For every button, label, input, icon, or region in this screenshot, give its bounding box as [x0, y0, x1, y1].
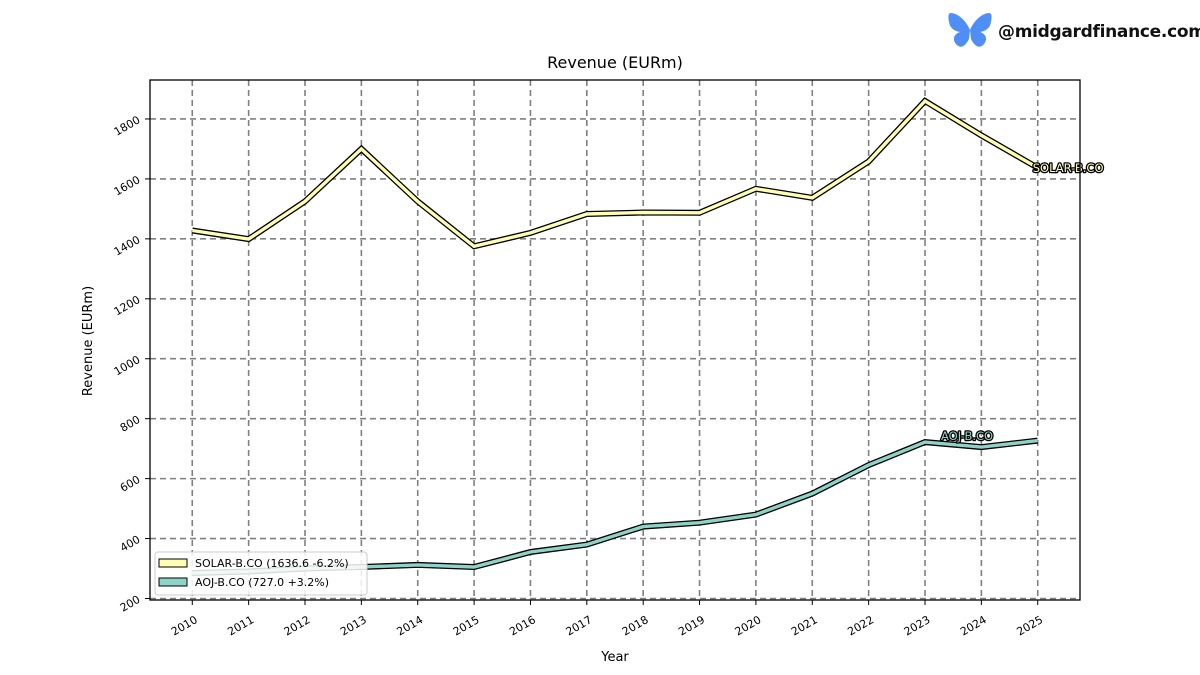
- series-layer: [191, 97, 1040, 576]
- x-tick-label: 2015: [451, 613, 482, 638]
- y-tick-label: 200: [118, 593, 143, 615]
- x-tick-label: 2012: [282, 613, 313, 638]
- y-tick-label: 1200: [112, 293, 143, 318]
- brand-handle: @midgardfinance.com: [998, 22, 1200, 42]
- x-tick-label: 2013: [338, 613, 369, 638]
- x-tick-label: 2022: [845, 613, 876, 638]
- x-tick-label: 2011: [225, 613, 256, 638]
- series-line: [192, 98, 1039, 249]
- y-tick-label: 600: [118, 473, 143, 495]
- legend-label-aoj: AOJ-B.CO (727.0 +3.2%): [195, 576, 329, 589]
- chart-title: Revenue (EURm): [547, 53, 683, 72]
- x-tick-label: 2017: [564, 613, 595, 638]
- x-tick-label: 2024: [958, 613, 989, 638]
- y-axis-ticks: 200 400 600 800 1000 1200 1400 1600 1800: [112, 113, 150, 615]
- legend-box: [154, 551, 368, 596]
- series-line-outline: [191, 97, 1040, 250]
- plot-area-frame: [149, 79, 1081, 601]
- series-end-labels: SOLAR-B.CO AOJ-B.CO: [940, 160, 1105, 445]
- y-tick-label: 1600: [112, 173, 143, 198]
- x-tick-label: 2019: [676, 613, 707, 638]
- butterfly-icon: [948, 13, 992, 47]
- x-tick-label: 2020: [733, 613, 764, 638]
- brand-watermark: @midgardfinance.com: [948, 12, 1200, 52]
- x-tick-label: 2021: [789, 613, 820, 638]
- x-tick-label: 2010: [169, 613, 200, 638]
- x-tick-label: 2018: [620, 613, 651, 638]
- x-tick-label: 2023: [902, 613, 933, 638]
- y-tick-label: 1400: [112, 233, 143, 258]
- y-tick-label: 800: [118, 413, 143, 435]
- x-axis-label: Year: [600, 650, 629, 665]
- y-axis-label: Revenue (EURm): [81, 286, 96, 396]
- legend-swatch-aoj: [158, 577, 188, 587]
- x-tick-label: 2016: [507, 613, 538, 638]
- y-tick-label: 1000: [112, 353, 143, 378]
- legend: SOLAR-B.CO (1636.6 -6.2%) AOJ-B.CO (727.…: [154, 551, 368, 596]
- series-end-label: SOLAR-B.CO: [1033, 161, 1104, 175]
- legend-label-solar: SOLAR-B.CO (1636.6 -6.2%): [195, 557, 349, 570]
- y-tick-label: 400: [118, 533, 143, 555]
- legend-swatch-solar: [158, 558, 188, 568]
- grid-lines: [150, 80, 1080, 600]
- series-end-label: AOJ-B.CO: [941, 429, 993, 443]
- y-tick-label: 1800: [112, 113, 143, 138]
- x-tick-label: 2014: [394, 613, 425, 638]
- x-axis-ticks: 2010 2011 2012 2013 2014 2015 2016 2017 2018 2019…: [169, 600, 1045, 639]
- x-tick-label: 2025: [1014, 613, 1045, 638]
